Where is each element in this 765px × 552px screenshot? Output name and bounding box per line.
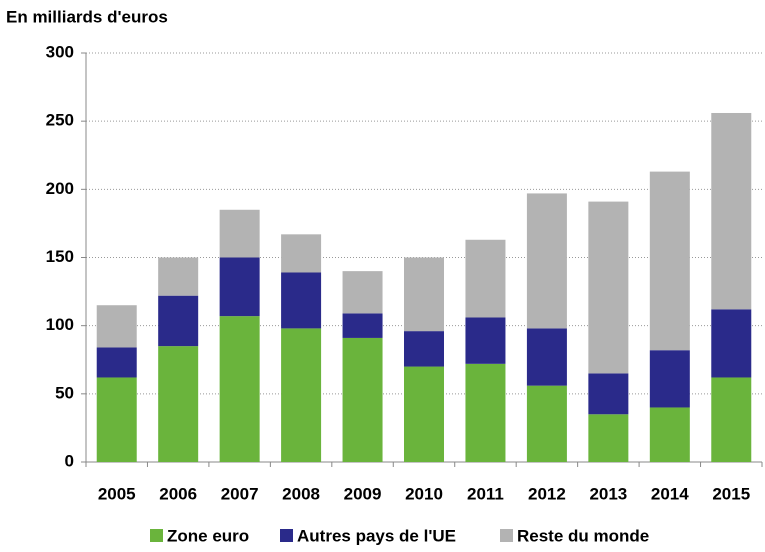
bar-segment [281,272,322,329]
bar-segment [158,346,199,462]
x-tick-label: 2014 [651,484,689,503]
bar-segment [526,193,567,329]
x-tick-label: 2012 [528,484,566,503]
bar-segment [342,337,383,462]
bar-segment [219,209,260,258]
bar-segment [96,377,137,462]
legend-swatch [150,529,163,542]
legend-swatch [500,529,513,542]
legend-label: Reste du monde [517,526,649,545]
bar-segment [588,414,629,462]
bar-segment [465,239,506,318]
bar-segment [526,385,567,462]
chart-subtitle: En milliards d'euros [6,7,168,26]
bar-segment [526,328,567,386]
bar-segment [588,201,629,374]
bar-segment [649,350,690,408]
bar-segment [465,317,506,364]
bar-segment [342,271,383,314]
y-tick-label: 250 [46,111,74,130]
legend-swatch [280,529,293,542]
x-tick-label: 2005 [98,484,136,503]
bar-segment [404,331,444,367]
bar-segment [158,295,199,347]
bar-segment [711,112,752,310]
y-tick-label: 50 [55,383,74,402]
x-tick-label: 2015 [712,484,750,503]
bar-segment [96,305,137,348]
bar-segment [711,309,752,378]
x-tick-label: 2010 [405,484,443,503]
bar-segment [281,234,322,273]
bar-segment [96,347,137,378]
bar-segment [711,377,752,462]
bar-segment [158,257,199,296]
y-tick-label: 100 [46,315,74,334]
bar-segment [465,363,506,462]
bar-segment [404,257,444,332]
y-tick-label: 300 [46,42,74,61]
bar-segment [281,328,322,462]
x-tick-label: 2013 [589,484,627,503]
bar-segment [649,171,690,351]
y-tick-label: 150 [46,247,74,266]
y-tick-label: 0 [65,451,74,470]
bar-segment [342,313,383,338]
x-tick-label: 2009 [344,484,382,503]
x-tick-label: 2008 [282,484,320,503]
bar-segment [219,316,260,462]
x-tick-label: 2011 [467,484,504,503]
legend-label: Zone euro [167,526,249,545]
bar-segment [588,373,629,415]
bar-segment [649,407,690,462]
x-tick-label: 2006 [159,484,197,503]
x-tick-label: 2007 [221,484,259,503]
y-tick-label: 200 [46,179,74,198]
bar-segment [219,257,260,317]
legend-label: Autres pays de l'UE [297,526,456,545]
bar-segment [404,366,444,462]
